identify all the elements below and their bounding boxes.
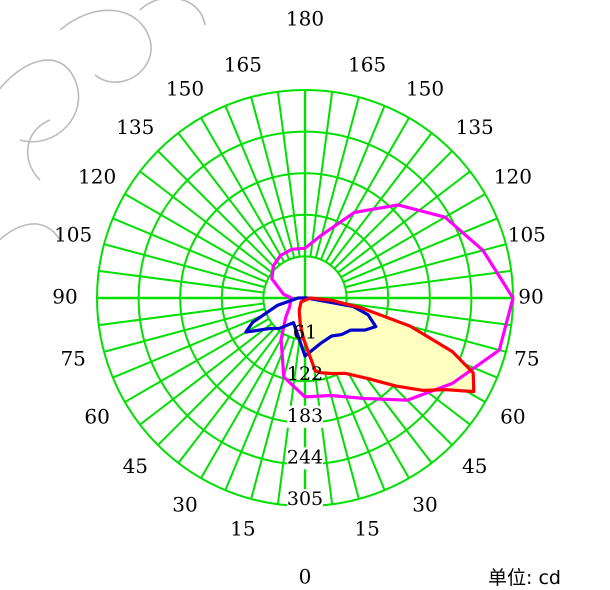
radial-tick-label: 244: [287, 446, 323, 468]
grid-spoke: [314, 96, 360, 259]
angle-label-right: 165: [348, 53, 386, 77]
grid-spoke: [112, 312, 267, 379]
grid-spoke: [319, 105, 386, 260]
angle-label-right: 120: [494, 165, 532, 189]
grid-spoke: [224, 105, 291, 260]
grid-spoke: [200, 333, 286, 479]
watermark-text: [0, 0, 206, 241]
angle-label-right: 15: [354, 516, 379, 540]
grid-spoke: [250, 96, 296, 259]
grid-spoke: [309, 91, 334, 257]
grid-spoke: [103, 307, 266, 353]
grid-spoke: [340, 193, 486, 279]
angle-label-left: 165: [224, 53, 262, 77]
series-curve-0: [270, 203, 515, 402]
angle-labels: 0 15 30 45 60 75 90 105 120 135 150 165 180 15 30 45 60 7…: [52, 7, 546, 589]
grid-spoke: [200, 117, 286, 263]
grid-spoke: [324, 117, 410, 263]
angle-label-right: 45: [462, 454, 487, 478]
radial-label-bg: [287, 405, 323, 428]
angle-label-left: 135: [116, 115, 154, 139]
radial-label-bg: [287, 489, 323, 511]
angle-label-right: 150: [406, 77, 444, 101]
grid-spoke: [344, 243, 507, 289]
angle-label-left: 45: [123, 454, 148, 478]
grid-spoke: [343, 217, 498, 284]
grid-spoke: [276, 91, 301, 257]
watermark-stroke: [59, 9, 152, 83]
watermark-stroke: [139, 0, 206, 26]
watermark-stroke: [0, 223, 61, 241]
grid-spoke: [157, 326, 277, 446]
angle-label-left: 105: [54, 222, 92, 246]
angle-label-right: 30: [412, 492, 437, 516]
grid-spoke: [346, 302, 512, 327]
series-curve-2: [297, 296, 476, 394]
watermark-stroke: [26, 119, 51, 181]
angle-label-right: 135: [456, 115, 494, 139]
grid-spoke: [98, 269, 264, 294]
curve-fills: [299, 298, 474, 392]
radial-tick-label: 183: [287, 405, 323, 427]
angle-label-left: 180: [286, 7, 324, 31]
angle-label-right: 75: [514, 347, 539, 371]
angle-label-right: 90: [518, 285, 543, 309]
angle-label-right: 60: [500, 405, 525, 429]
series-curve-1: [244, 296, 378, 358]
angle-label-left: 15: [230, 516, 255, 540]
grid-spoke: [177, 330, 281, 464]
grid-spoke: [157, 150, 277, 270]
grid-spoke: [139, 322, 273, 426]
grid-spoke: [250, 337, 296, 500]
grid-spoke: [177, 132, 281, 266]
red-curve-fill: [299, 298, 474, 392]
grid-spoke: [333, 150, 453, 270]
angle-label-left: 0: [299, 565, 312, 589]
intensity-curves: [244, 203, 515, 402]
grid-spoke: [112, 217, 267, 284]
angle-label-left: 120: [78, 165, 116, 189]
radial-tick-label: 305: [287, 488, 323, 510]
angle-label-left: 60: [84, 405, 109, 429]
radial-tick-label: 122: [287, 363, 323, 385]
angle-label-left: 150: [166, 77, 204, 101]
grid-spoke: [224, 336, 291, 491]
angle-label-right: 105: [508, 222, 546, 246]
grid-spoke: [139, 170, 273, 274]
grid-spoke: [337, 170, 471, 274]
grid-spoke: [98, 302, 264, 327]
radial-labels: 61 122 183 244 305: [287, 322, 323, 511]
angle-label-left: 90: [52, 285, 77, 309]
radial-tick-label: 61: [293, 322, 317, 344]
angle-label-left: 30: [172, 492, 197, 516]
grid-spoke: [103, 243, 266, 289]
grid-spoke: [346, 269, 512, 294]
radial-label-bg: [287, 447, 323, 470]
unit-label: 单位: cd: [488, 567, 561, 589]
angle-label-left: 75: [60, 347, 85, 371]
watermark-stroke: [0, 59, 80, 143]
grid-spoke: [124, 193, 270, 279]
grid-spoke: [329, 132, 433, 266]
